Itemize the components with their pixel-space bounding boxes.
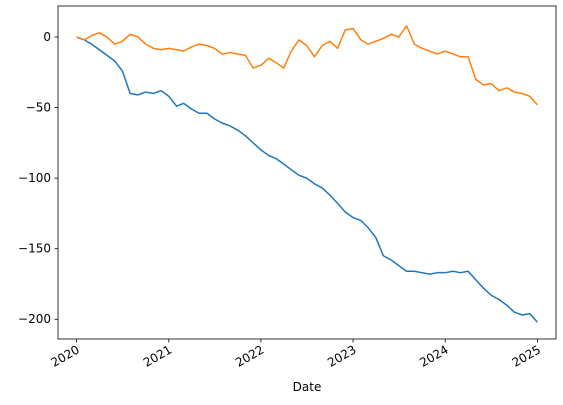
series-layer <box>76 25 538 323</box>
y-tick-label: 0 <box>43 30 51 44</box>
y-tick-label: −150 <box>18 242 51 256</box>
plot-area <box>58 6 556 339</box>
series-line-1 <box>76 36 538 323</box>
plot-frame <box>57 5 557 340</box>
y-axis: 0 −50 −100 −150 −200 <box>18 30 58 326</box>
x-axis-title: Date <box>293 380 322 394</box>
y-tick-label: −100 <box>18 171 51 185</box>
y-tick-label: −50 <box>26 101 51 115</box>
series-line-2 <box>76 25 538 106</box>
y-tick-label: −200 <box>18 312 51 326</box>
